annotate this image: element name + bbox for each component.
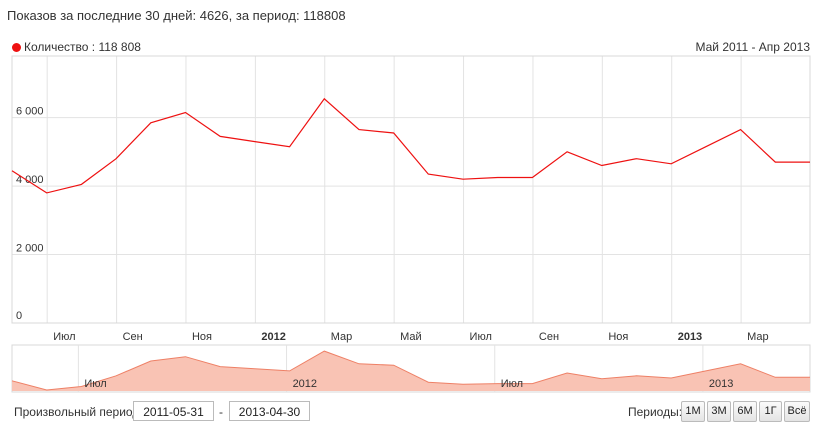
period-button-all[interactable]: Всё [784, 401, 810, 422]
period-button-6m[interactable]: 6М [733, 401, 757, 422]
navigator-line [11, 350, 810, 391]
page-header: Показов за последние 30 дней: 4626, за п… [7, 8, 346, 23]
periods-label: Периоды: [628, 405, 683, 419]
date-range-label: Май 2011 - Апр 2013 [695, 40, 810, 54]
y-tick-label: 2 000 [16, 243, 44, 255]
series-line-count [11, 97, 810, 194]
y-tick-label: 6 000 [16, 106, 44, 118]
x-tick-label: Ноя [608, 331, 628, 343]
x-tick-label: Мар [747, 331, 769, 343]
x-axis-labels: Июл Сен Ноя 2012 Мар Май Июл Сен Ноя 2013 Мар [53, 331, 768, 343]
navigator-labels: Июл 2012 Июл 2013 [84, 378, 733, 390]
navigator-area [12, 351, 810, 391]
x-tick-label: Июл [470, 331, 492, 343]
x-tick-label: 2013 [678, 331, 702, 343]
y-tick-label: 0 [16, 310, 22, 322]
x-tick-label: Мар [331, 331, 353, 343]
period-button-1y[interactable]: 1Г [759, 401, 782, 422]
x-tick-label: Ноя [192, 331, 212, 343]
period-button-1m[interactable]: 1М [681, 401, 705, 422]
x-tick-label: Сен [123, 331, 143, 343]
date-from-input[interactable]: 2011-05-31 [133, 401, 214, 421]
x-tick-label: Июл [53, 331, 75, 343]
custom-period-label: Произвольный период: [14, 405, 143, 419]
plot-border [11, 55, 811, 324]
navigator-label: Июл [84, 378, 106, 390]
x-tick-label: Май [400, 331, 422, 343]
legend[interactable]: Количество : 118 808 [12, 40, 141, 54]
navigator-label: 2013 [709, 378, 733, 390]
grid-lines [12, 56, 810, 323]
period-controls: Произвольный период: 2011-05-31 - 2013-0… [0, 400, 822, 424]
legend-label: Количество : 118 808 [24, 40, 141, 54]
period-button-3m[interactable]: 3М [707, 401, 731, 422]
x-tick-label: Сен [539, 331, 559, 343]
data-points [10, 97, 812, 195]
date-to-input[interactable]: 2013-04-30 [229, 401, 310, 421]
x-tick-label: 2012 [261, 331, 285, 343]
navigator-label: Июл [501, 378, 523, 390]
navigator-label: 2012 [293, 378, 317, 390]
legend-marker-icon [12, 42, 21, 52]
date-separator: - [219, 405, 223, 419]
